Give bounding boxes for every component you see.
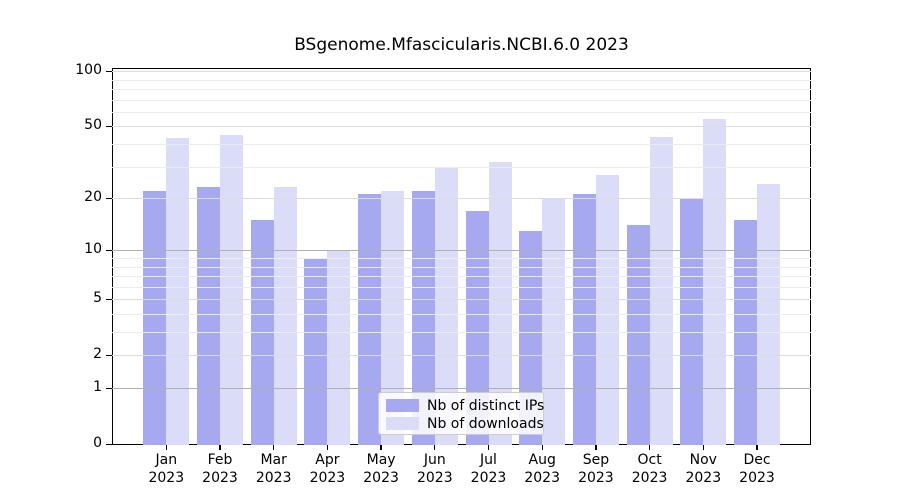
bar-nb-of-downloads-oct — [649, 136, 673, 445]
x-tick-mark-aug — [541, 445, 543, 450]
y-tick-mark-0 — [106, 443, 112, 445]
x-tick-label-aug: Aug 2023 — [524, 452, 560, 486]
y-tick-label-10: 10 — [84, 241, 102, 258]
bar-nb-of-distinct-ips-aug — [519, 230, 543, 445]
x-tick-mark-oct — [648, 445, 651, 450]
bar-nb-of-distinct-ips-oct — [626, 225, 650, 445]
gridline-80 — [112, 89, 811, 91]
x-tick-label-may: May 2023 — [363, 452, 399, 486]
legend-label-distinct-ips: Nb of distinct IPs — [427, 397, 545, 414]
gridline-10 — [112, 250, 811, 252]
y-tick-mark-10 — [106, 249, 112, 252]
bar-nb-of-downloads-aug — [542, 198, 566, 445]
gridline-7 — [112, 276, 811, 278]
x-tick-mark-may — [380, 445, 382, 450]
x-tick-mark-jul — [487, 445, 490, 450]
bar-nb-of-distinct-ips-may — [358, 194, 382, 445]
gridline-2 — [112, 355, 811, 357]
x-tick-mark-nov — [702, 445, 704, 450]
y-tick-label-2: 2 — [93, 346, 102, 363]
x-tick-label-mar: Mar 2023 — [255, 452, 292, 486]
gridline-6 — [112, 286, 811, 288]
bar-nb-of-distinct-ips-jun — [411, 190, 435, 445]
x-tick-label-feb: Feb 2023 — [202, 452, 238, 486]
gridline-40 — [112, 144, 811, 146]
legend-swatch-downloads — [386, 417, 419, 430]
gridline-30 — [112, 166, 811, 168]
legend-row-distinct-ips: Nb of distinct IPs — [386, 397, 545, 414]
x-tick-label-dec: Dec 2023 — [739, 452, 775, 486]
x-tick-mark-jun — [434, 445, 436, 450]
y-tick-label-1: 1 — [93, 379, 102, 395]
legend: Nb of distinct IPs Nb of downloads — [378, 392, 544, 435]
bar-nb-of-downloads-jul — [488, 161, 512, 445]
bar-nb-of-downloads-apr — [327, 250, 351, 445]
y-tick-label-100: 100 — [75, 62, 102, 79]
gridline-1 — [112, 388, 811, 389]
x-tick-label-oct: Oct 2023 — [631, 452, 668, 486]
y-tick-label-50: 50 — [84, 117, 102, 134]
bar-nb-of-distinct-ips-nov — [680, 198, 704, 445]
y-tick-label-20: 20 — [84, 189, 102, 206]
legend-swatch-distinct-ips — [386, 399, 419, 412]
gridline-60 — [112, 111, 811, 113]
x-tick-mark-feb — [219, 445, 221, 450]
gridline-3 — [112, 332, 811, 334]
gridline-9 — [112, 258, 811, 259]
x-tick-label-jan: Jan 2023 — [148, 452, 185, 486]
y-tick-mark-1 — [106, 387, 112, 389]
y-tick-mark-20 — [106, 197, 112, 199]
x-tick-label-jun: Jun 2023 — [416, 452, 453, 486]
bar-nb-of-downloads-jan — [166, 138, 190, 445]
y-tick-mark-5 — [106, 298, 112, 301]
x-tick-mark-apr — [326, 445, 329, 450]
y-tick-label-5: 5 — [93, 290, 102, 307]
gridline-100 — [112, 71, 811, 73]
y-tick-mark-100 — [106, 70, 112, 72]
bar-nb-of-distinct-ips-feb — [197, 187, 220, 445]
bar-nb-of-downloads-sep — [595, 174, 619, 445]
x-tick-label-nov: Nov 2023 — [685, 452, 722, 486]
bar-nb-of-distinct-ips-apr — [304, 258, 328, 445]
y-tick-mark-2 — [106, 354, 112, 357]
bar-nb-of-downloads-mar — [273, 187, 297, 445]
x-tick-mark-sep — [595, 445, 597, 450]
x-tick-mark-mar — [273, 445, 275, 450]
gridline-70 — [112, 99, 811, 101]
x-tick-mark-dec — [756, 445, 758, 450]
bar-nb-of-downloads-nov — [703, 118, 727, 445]
gridline-4 — [112, 313, 811, 315]
gridline-5 — [112, 299, 811, 301]
gridline-50 — [112, 126, 811, 128]
bar-nb-of-distinct-ips-sep — [572, 194, 596, 445]
legend-row-downloads: Nb of downloads — [386, 415, 544, 432]
x-tick-mark-jan — [165, 445, 167, 450]
legend-label-downloads: Nb of downloads — [427, 415, 544, 432]
bar-nb-of-downloads-jun — [434, 166, 458, 445]
bar-nb-of-distinct-ips-jan — [143, 190, 167, 445]
bar-nb-of-downloads-may — [381, 190, 405, 445]
gridline-8 — [112, 266, 811, 268]
bar-nb-of-downloads-feb — [220, 134, 243, 445]
x-tick-label-apr: Apr 2023 — [309, 452, 346, 486]
chart-title: BSgenome.Mfascicularis.NCBI.6.0 2023 — [294, 35, 629, 55]
bar-nb-of-distinct-ips-jul — [465, 210, 489, 445]
gridline-90 — [112, 79, 811, 81]
y-tick-label-0: 0 — [93, 435, 102, 451]
gridline-20 — [112, 198, 811, 200]
y-tick-mark-50 — [106, 125, 112, 128]
x-tick-label-jul: Jul 2023 — [470, 452, 507, 486]
x-tick-label-sep: Sep 2023 — [578, 452, 614, 486]
